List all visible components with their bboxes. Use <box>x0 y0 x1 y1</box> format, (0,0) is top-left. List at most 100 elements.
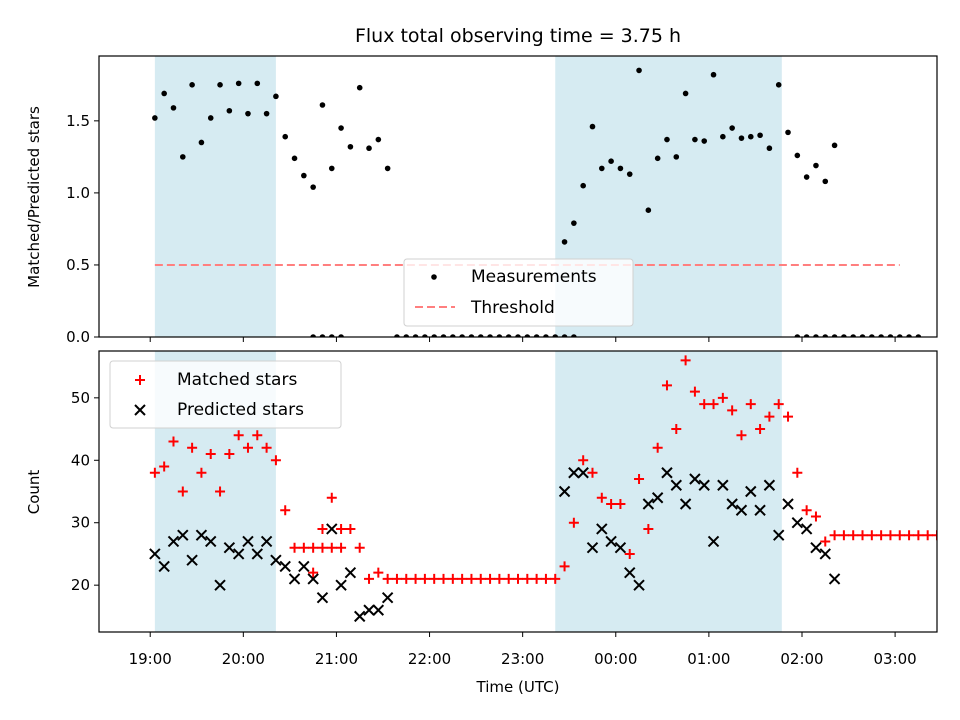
predicted-star-point <box>735 504 748 516</box>
predicted-star-point <box>158 560 170 573</box>
predicted-star-point <box>344 566 357 579</box>
matched-star-point <box>494 573 505 584</box>
measurement-point <box>831 142 838 149</box>
matched-star-point <box>783 411 794 422</box>
predicted-star-point <box>558 485 571 498</box>
measurement-point <box>394 334 400 337</box>
predicted-star-point <box>298 560 310 573</box>
matched-star-point <box>270 455 281 466</box>
matched-star-point <box>391 573 402 584</box>
predicted-star-point <box>726 498 738 510</box>
measurement-point <box>254 80 261 87</box>
matched-star-point <box>326 492 337 503</box>
matched-star-point <box>317 542 328 553</box>
predicted-star-point <box>223 541 236 554</box>
measurement-point <box>319 334 326 337</box>
matched-star-point <box>857 530 868 541</box>
matched-star-point <box>177 486 188 497</box>
matched-star-point <box>485 573 496 584</box>
top-y-axis-label: Matched/Predicted stars <box>25 106 43 288</box>
measurement-point <box>878 334 884 337</box>
legend-label: Threshold <box>470 298 555 318</box>
measurement-point <box>813 334 819 337</box>
predicted-star-point <box>260 535 273 548</box>
predicted-star-point <box>800 523 813 535</box>
matched-star-point <box>671 424 682 435</box>
matched-star-point <box>727 405 738 416</box>
measurement-point <box>720 133 726 140</box>
predicted-star-point <box>232 548 245 560</box>
matched-star-point <box>885 530 896 541</box>
matched-star-point <box>680 355 691 366</box>
measurement-point <box>310 184 316 190</box>
measurement-point <box>803 174 810 180</box>
matched-star-point <box>205 449 216 460</box>
predicted-star-point <box>335 579 347 591</box>
measurement-point <box>301 172 307 179</box>
matched-star-point <box>755 424 766 435</box>
measurement-point <box>822 334 829 337</box>
matched-star-point <box>941 530 951 540</box>
measurement-point <box>505 334 512 337</box>
predicted-star-point <box>745 485 757 498</box>
measurement-point <box>822 178 829 185</box>
predicted-star-point <box>810 541 822 554</box>
matched-star-point <box>317 523 328 534</box>
matched-star-point <box>401 573 412 584</box>
matched-star-point <box>382 573 393 584</box>
matched-star-point <box>568 517 579 528</box>
predicted-star-point <box>791 517 804 529</box>
measurement-point <box>794 334 801 337</box>
measurement-point <box>533 334 540 337</box>
observing-window-band <box>154 56 276 337</box>
plot-area <box>149 355 951 623</box>
measurement-point <box>328 165 335 172</box>
observing-window-band <box>555 351 782 632</box>
measurement-point <box>328 334 335 337</box>
matched-star-point <box>578 455 589 466</box>
matched-star-point <box>522 573 533 584</box>
measurement-point <box>384 165 391 172</box>
measurement-point <box>487 334 493 337</box>
measurement-point <box>850 334 856 337</box>
matched-star-point <box>447 573 458 584</box>
matched-star-point <box>308 542 319 553</box>
measurement-point <box>775 82 782 88</box>
measurement-point <box>468 334 475 337</box>
predicted-star-point <box>326 523 338 535</box>
legend-label: Matched stars <box>177 370 297 390</box>
top-legend-frame <box>403 258 634 327</box>
measurement-point <box>915 334 922 337</box>
matched-star-point <box>932 530 937 541</box>
measurement-point <box>571 334 577 337</box>
predicted-star-point <box>568 467 580 479</box>
predicted-star-point <box>251 548 263 560</box>
predicted-star-point <box>614 541 627 554</box>
matched-star-point <box>829 530 840 541</box>
matched-star-point <box>689 386 700 397</box>
matched-star-point <box>764 411 775 422</box>
predicted-star-point <box>679 498 692 510</box>
measurement-point <box>310 334 316 337</box>
matched-star-point <box>308 567 319 578</box>
measurement-point <box>263 110 270 117</box>
measurement-point <box>170 105 177 111</box>
matched-star-point <box>149 467 160 478</box>
measurement-point <box>831 334 838 337</box>
predicted-star-point <box>372 604 385 616</box>
predicted-star-point <box>195 529 208 541</box>
measurement-point <box>552 334 559 337</box>
measurement-point <box>654 155 661 162</box>
matched-star-point <box>876 530 887 541</box>
measurement-point <box>645 207 652 213</box>
x-tick-label: 02:00 <box>780 650 823 668</box>
measurement-point <box>841 334 847 337</box>
plot-frame <box>98 350 938 633</box>
matched-star-point <box>280 505 291 516</box>
measurement-point <box>291 155 298 162</box>
measurement-point <box>747 133 754 140</box>
matched-star-point <box>596 492 607 503</box>
measurement-point <box>450 334 456 337</box>
predicted-star-point <box>316 591 329 604</box>
